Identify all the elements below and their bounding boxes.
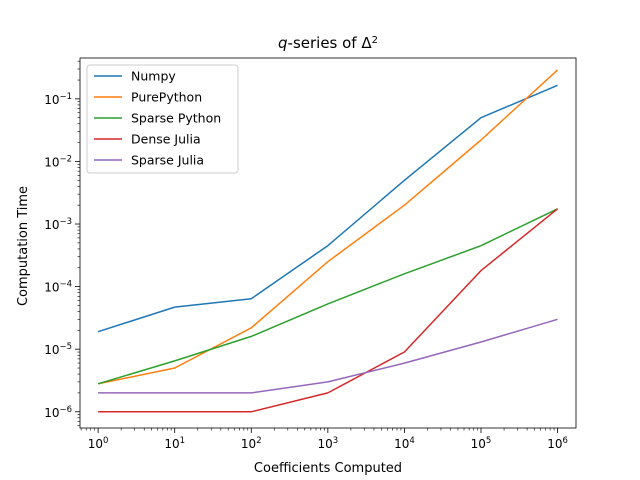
series-line-sparse-julia [98, 318, 558, 394]
x-axis-ticks: 100 101 102 103 104 105 106 [80, 428, 568, 451]
y-tick-label: 10−1 [44, 92, 72, 107]
y-tick-label: 10−4 [44, 280, 72, 295]
x-axis-label: Coefficients Computed [254, 461, 402, 476]
legend-label-dense-julia: Dense Julia [131, 132, 201, 147]
legend-box [86, 64, 239, 174]
series-line-dense-julia [98, 208, 559, 413]
y-tick-label: 10−3 [44, 217, 72, 232]
x-tick-label: 104 [394, 436, 415, 451]
y-axis-ticks: 10−6 10−5 10−4 10−3 10−2 10−1 [44, 60, 80, 426]
x-tick-label: 103 [317, 436, 338, 451]
legend-label-numpy: Numpy [131, 69, 176, 84]
y-tick-label: 10−6 [44, 405, 72, 420]
legend-label-purepython: PurePython [131, 90, 202, 105]
x-tick-label: 102 [241, 436, 262, 451]
legend-label-sparse-python: Sparse Python [131, 111, 221, 126]
y-tick-label: 10−2 [44, 154, 72, 169]
x-tick-label: 100 [88, 436, 109, 451]
x-tick-label: 101 [164, 436, 185, 451]
series-line-sparse-python [97, 208, 558, 385]
chart-title: q-series of Δ2 [278, 34, 378, 52]
y-tick-label: 10−5 [44, 342, 72, 357]
x-tick-label: 106 [547, 436, 568, 451]
legend: Numpy PurePython Sparse Python Dense Julia S… [86, 64, 239, 174]
series-lines [97, 69, 559, 413]
x-tick-label: 105 [471, 436, 492, 451]
y-axis-label: Computation Time [16, 186, 31, 306]
legend-label-sparse-julia: Sparse Julia [131, 153, 204, 168]
series-line-numpy [97, 84, 558, 333]
plot-frame [79, 57, 577, 429]
series-line-purepython [97, 69, 559, 385]
